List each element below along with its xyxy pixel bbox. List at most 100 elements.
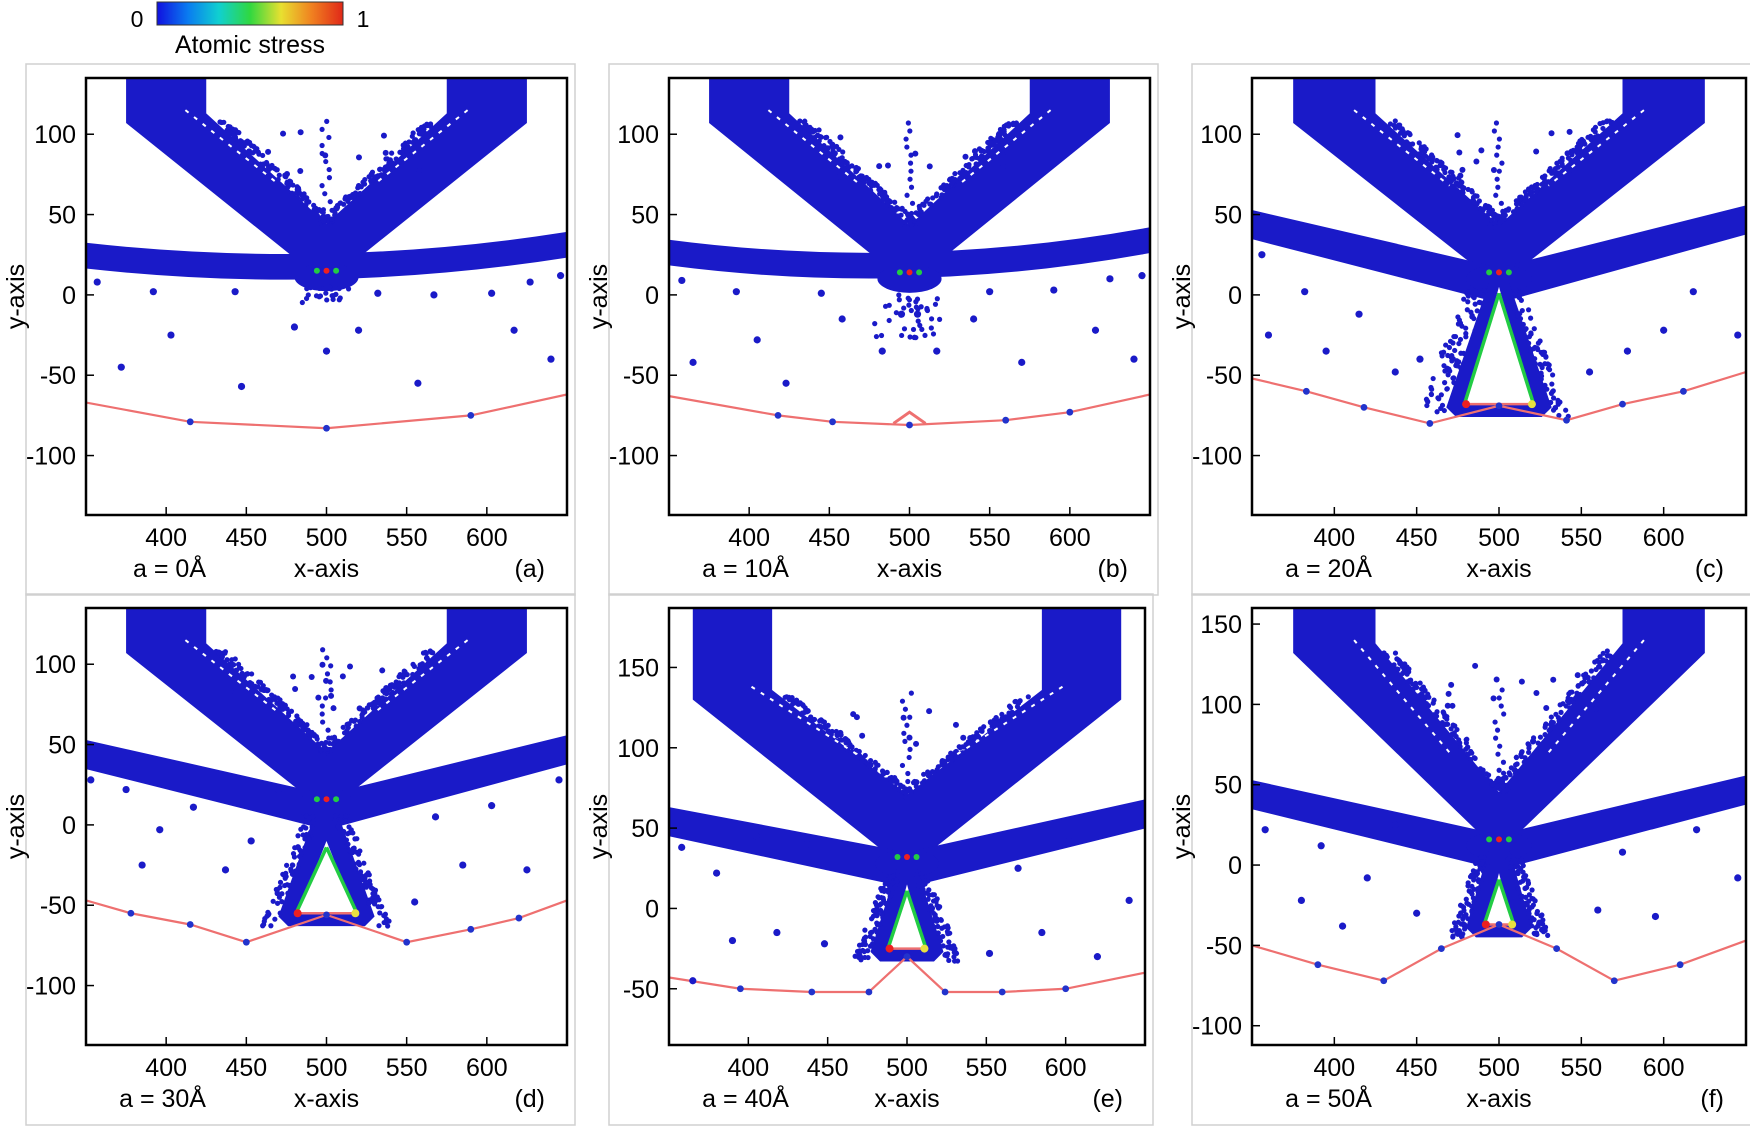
tip-edge-atom	[1487, 222, 1493, 228]
tip-edge-atom	[332, 212, 338, 218]
tip-edge-atom	[1604, 653, 1610, 659]
tip-edge-atom	[1486, 772, 1492, 778]
groove-hot-atom-right	[351, 909, 360, 918]
scatter-atom	[689, 358, 697, 366]
chart-panel-e: 400 450 500 550 600 -50 0 50 100 150 y-axis x-axis a…	[585, 593, 1154, 1126]
tip-edge-atom	[334, 206, 340, 212]
tip-center-atom	[1497, 743, 1503, 749]
groove-debris-atom	[370, 891, 376, 897]
tip-edge-atom	[1577, 138, 1583, 144]
groove-debris-atom	[940, 943, 946, 949]
tip-structure	[709, 78, 1110, 286]
groove-debris-atom	[1469, 883, 1475, 889]
tip-edge-atom	[1534, 188, 1540, 194]
groove-debris-atom	[944, 923, 951, 929]
tip-edge-atom	[896, 786, 902, 792]
tip-streak-left	[1353, 109, 1451, 187]
y-tick-label: 0	[1228, 282, 1242, 310]
x-tick-label: 500	[889, 524, 931, 552]
tip-edge-atom	[1403, 139, 1410, 145]
y-tick-label: 50	[1214, 772, 1242, 800]
junction-debris-atom	[324, 297, 330, 303]
junction-debris-atom	[316, 285, 322, 291]
x-tick-label: 400	[1313, 524, 1355, 552]
groove-debris-atom	[343, 818, 349, 824]
tip-edge-atom	[1469, 189, 1475, 195]
y-tick-label: 50	[1214, 202, 1242, 230]
tip-edge-atom	[816, 127, 822, 133]
substrate-atom	[737, 985, 744, 993]
tip-interior-atom	[1490, 695, 1497, 702]
tip-interior-atom	[837, 729, 844, 736]
groove-debris-atom	[1463, 896, 1469, 902]
x-tick-label: 500	[306, 524, 348, 552]
tip-edge-atom	[1419, 694, 1426, 700]
groove-debris-atom	[1507, 864, 1513, 870]
y-axis-label: y-axis	[2, 264, 30, 329]
junction-stress-red	[323, 267, 330, 274]
groove-debris-atom	[303, 825, 309, 831]
tip-edge-atom	[326, 740, 333, 746]
junction-stress-red	[323, 796, 330, 803]
junction-debris-atom	[915, 318, 921, 324]
scatter-atom	[1391, 821, 1399, 829]
chart-panel-b: 400 450 500 550 600 -100 -50 0 50 100 y-axis x-axis…	[585, 63, 1159, 596]
tip-interior-atom	[1548, 130, 1555, 137]
groove-debris-atom	[875, 894, 881, 900]
scatter-atom	[1093, 953, 1101, 961]
y-tick-label: -50	[40, 362, 76, 390]
tip-interior-atom	[339, 673, 346, 680]
tip-edge-atom	[895, 206, 902, 212]
scatter-atom	[752, 832, 760, 840]
junction-debris-atom	[882, 303, 889, 309]
groove-debris-atom	[913, 872, 919, 878]
groove-debris-atom	[1552, 404, 1558, 411]
groove-debris-atom	[1524, 902, 1530, 908]
tip-edge-atom	[882, 192, 888, 198]
tip-edge-atom	[1513, 754, 1520, 761]
groove-debris-atom	[306, 836, 312, 842]
substrate-atom	[1002, 416, 1010, 424]
tip-interior-atom	[1000, 163, 1007, 170]
tip-edge-atom	[836, 146, 842, 153]
groove-debris-atom	[861, 948, 867, 955]
scatter-atom	[1091, 326, 1100, 334]
tip-edge-atom	[1567, 705, 1573, 711]
tip-edge-atom	[1476, 198, 1482, 204]
x-axis-label: x-axis	[1466, 555, 1531, 583]
groove-debris-atom	[1529, 887, 1535, 893]
junction-stress-green	[1505, 269, 1512, 276]
groove-debris-atom	[1535, 346, 1541, 353]
junction-debris-atom	[910, 326, 917, 333]
tip-interior-atom	[824, 145, 831, 152]
groove-debris-atom	[1534, 908, 1541, 915]
tip-edge-atom	[397, 671, 403, 678]
scatter-atom	[156, 826, 164, 834]
scatter-atom	[1416, 355, 1424, 363]
groove-debris-atom	[949, 945, 955, 951]
tip-edge-atom	[410, 671, 416, 678]
groove-debris-atom	[887, 874, 893, 880]
panel-label: (b)	[1097, 555, 1128, 583]
junction-debris-atom	[316, 294, 322, 300]
film-band	[669, 227, 1150, 279]
tip-edge-atom	[1010, 120, 1016, 126]
groove-debris-atom	[1518, 856, 1524, 863]
scatter-atom	[322, 347, 331, 355]
tip-interior-atom	[906, 734, 913, 741]
groove-hot-atom-left	[885, 944, 894, 953]
groove-debris-atom	[1536, 919, 1542, 925]
tip-edge-atom	[1451, 730, 1457, 736]
groove-debris-atom	[1480, 292, 1486, 298]
tip-interior-atom	[843, 159, 850, 166]
groove-debris-atom	[1539, 926, 1545, 932]
tip-edge-atom	[239, 670, 245, 677]
substrate-atom	[323, 424, 330, 432]
scatter-atom	[713, 869, 721, 877]
groove-debris-atom	[1528, 331, 1534, 337]
tip-center-atom	[319, 126, 325, 133]
x-axis-label: x-axis	[874, 1085, 939, 1113]
tip-edge-atom	[868, 187, 874, 194]
groove-debris-atom	[304, 842, 310, 848]
tip-edge-atom	[1588, 668, 1594, 674]
